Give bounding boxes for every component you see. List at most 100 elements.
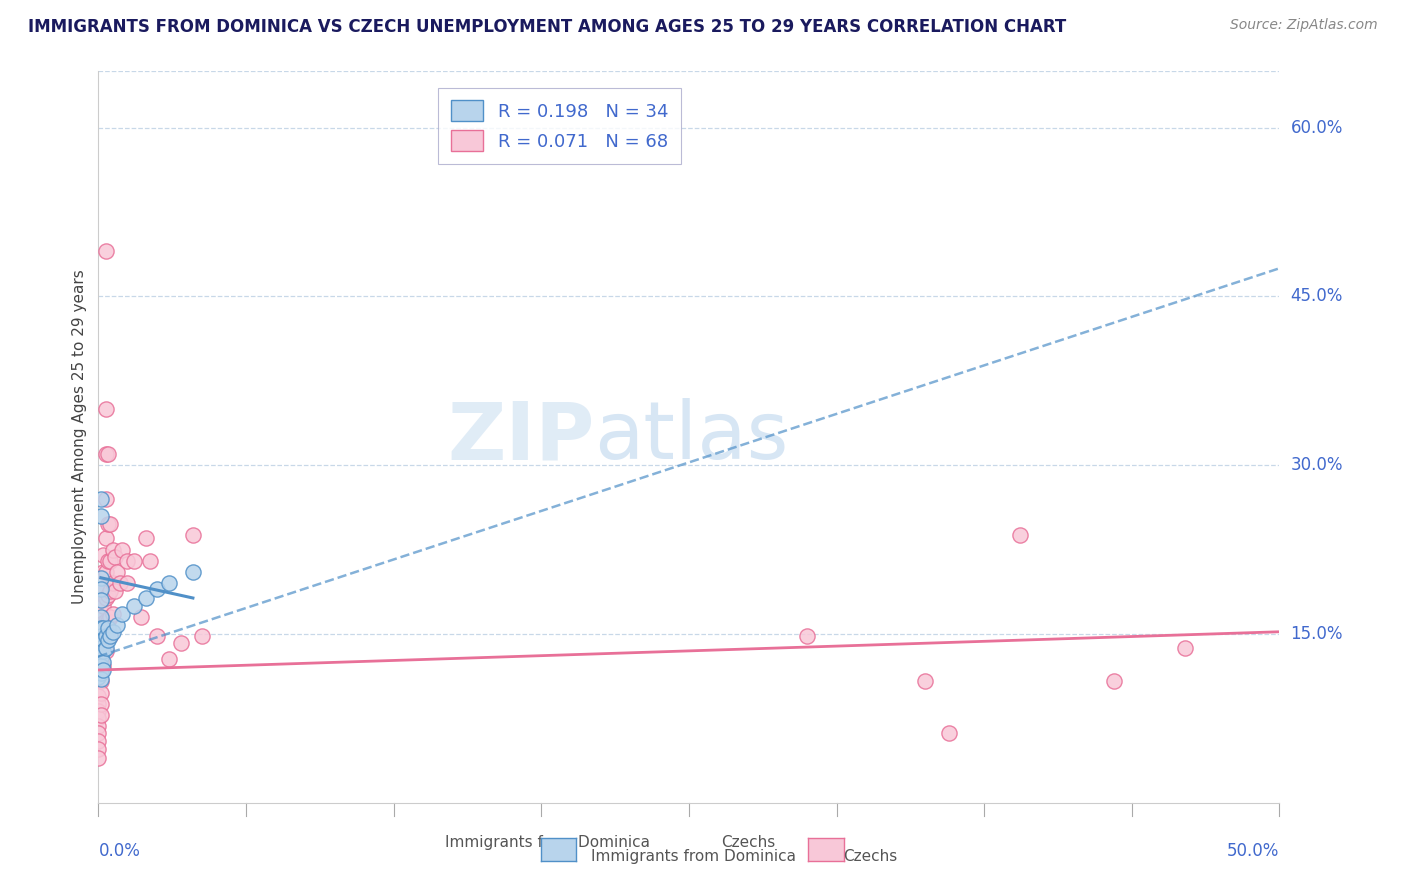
Point <box>94 532 117 546</box>
Point <box>90 582 112 596</box>
Point <box>90 672 112 686</box>
Text: 60.0%: 60.0% <box>1291 119 1343 136</box>
Text: 15.0%: 15.0% <box>1291 625 1343 643</box>
Point <box>91 621 114 635</box>
Point <box>1008 528 1031 542</box>
Point <box>101 624 124 639</box>
Point <box>90 697 112 711</box>
Point <box>90 640 112 655</box>
Text: Immigrants from Dominica: Immigrants from Dominica <box>444 835 650 850</box>
Point <box>94 244 117 259</box>
Text: Czechs: Czechs <box>721 835 775 850</box>
Point <box>94 591 117 605</box>
Point <box>90 649 112 664</box>
Text: ZIP: ZIP <box>447 398 595 476</box>
Legend: R = 0.198   N = 34, R = 0.071   N = 68: R = 0.198 N = 34, R = 0.071 N = 68 <box>439 87 681 164</box>
Point <box>87 661 110 675</box>
Point <box>135 532 157 546</box>
Text: atlas: atlas <box>595 398 789 476</box>
Point <box>91 548 114 562</box>
Point <box>105 565 128 579</box>
Point <box>796 629 818 643</box>
Point <box>91 582 114 596</box>
Point <box>90 663 112 677</box>
Point <box>97 516 120 531</box>
Point <box>90 629 112 643</box>
Point <box>97 632 120 647</box>
Point <box>170 636 193 650</box>
Point <box>90 708 112 723</box>
Point <box>91 644 114 658</box>
Text: Immigrants from Dominica: Immigrants from Dominica <box>591 849 796 863</box>
Point <box>91 565 114 579</box>
Point <box>91 658 114 673</box>
Text: IMMIGRANTS FROM DOMINICA VS CZECH UNEMPLOYMENT AMONG AGES 25 TO 29 YEARS CORRELA: IMMIGRANTS FROM DOMINICA VS CZECH UNEMPL… <box>28 18 1066 36</box>
Point <box>98 516 121 531</box>
Text: Czechs: Czechs <box>844 849 898 863</box>
Point <box>97 614 120 628</box>
Point <box>104 550 127 565</box>
Point <box>1102 674 1125 689</box>
Y-axis label: Unemployment Among Ages 25 to 29 years: Unemployment Among Ages 25 to 29 years <box>72 269 87 605</box>
Point <box>94 644 117 658</box>
Point <box>90 666 112 681</box>
Point <box>191 629 214 643</box>
Point <box>90 508 112 523</box>
Point <box>90 588 112 602</box>
Point <box>91 632 114 647</box>
Point <box>87 697 110 711</box>
Point <box>181 565 204 579</box>
Point <box>98 629 121 643</box>
Point <box>87 734 110 748</box>
Point <box>97 447 120 461</box>
Point <box>87 719 110 733</box>
Point <box>90 618 112 632</box>
Text: 50.0%: 50.0% <box>1227 842 1279 860</box>
Point <box>98 584 121 599</box>
Point <box>90 621 112 635</box>
Point <box>181 528 204 542</box>
Point <box>90 571 112 585</box>
Point <box>104 584 127 599</box>
Point <box>94 629 117 643</box>
Point <box>87 704 110 718</box>
Point <box>90 593 112 607</box>
Text: Source: ZipAtlas.com: Source: ZipAtlas.com <box>1230 18 1378 32</box>
Point <box>938 726 960 740</box>
Point <box>91 655 114 669</box>
Point <box>101 607 124 621</box>
Point <box>98 610 121 624</box>
Point <box>90 640 112 655</box>
Point <box>91 599 114 613</box>
Point <box>94 629 117 643</box>
Point <box>94 447 117 461</box>
Point <box>87 689 110 703</box>
Point <box>146 582 169 596</box>
Point <box>90 658 112 673</box>
Point <box>101 542 124 557</box>
Text: 45.0%: 45.0% <box>1291 287 1343 305</box>
Point <box>97 554 120 568</box>
Point <box>87 649 110 664</box>
Point <box>111 607 134 621</box>
Point <box>90 491 112 506</box>
Point <box>97 621 120 635</box>
Point <box>87 711 110 725</box>
Point <box>98 629 121 643</box>
Point <box>87 670 110 684</box>
Point <box>157 576 180 591</box>
Point <box>91 644 114 658</box>
Point <box>91 663 114 677</box>
Point <box>1174 640 1197 655</box>
Point <box>139 554 162 568</box>
Point <box>157 652 180 666</box>
Point <box>122 554 145 568</box>
Point <box>122 599 145 613</box>
Point <box>87 741 110 756</box>
Point <box>90 674 112 689</box>
Point <box>94 491 117 506</box>
Point <box>135 591 157 605</box>
Point <box>129 610 152 624</box>
Point <box>90 685 112 699</box>
Point <box>90 629 112 643</box>
